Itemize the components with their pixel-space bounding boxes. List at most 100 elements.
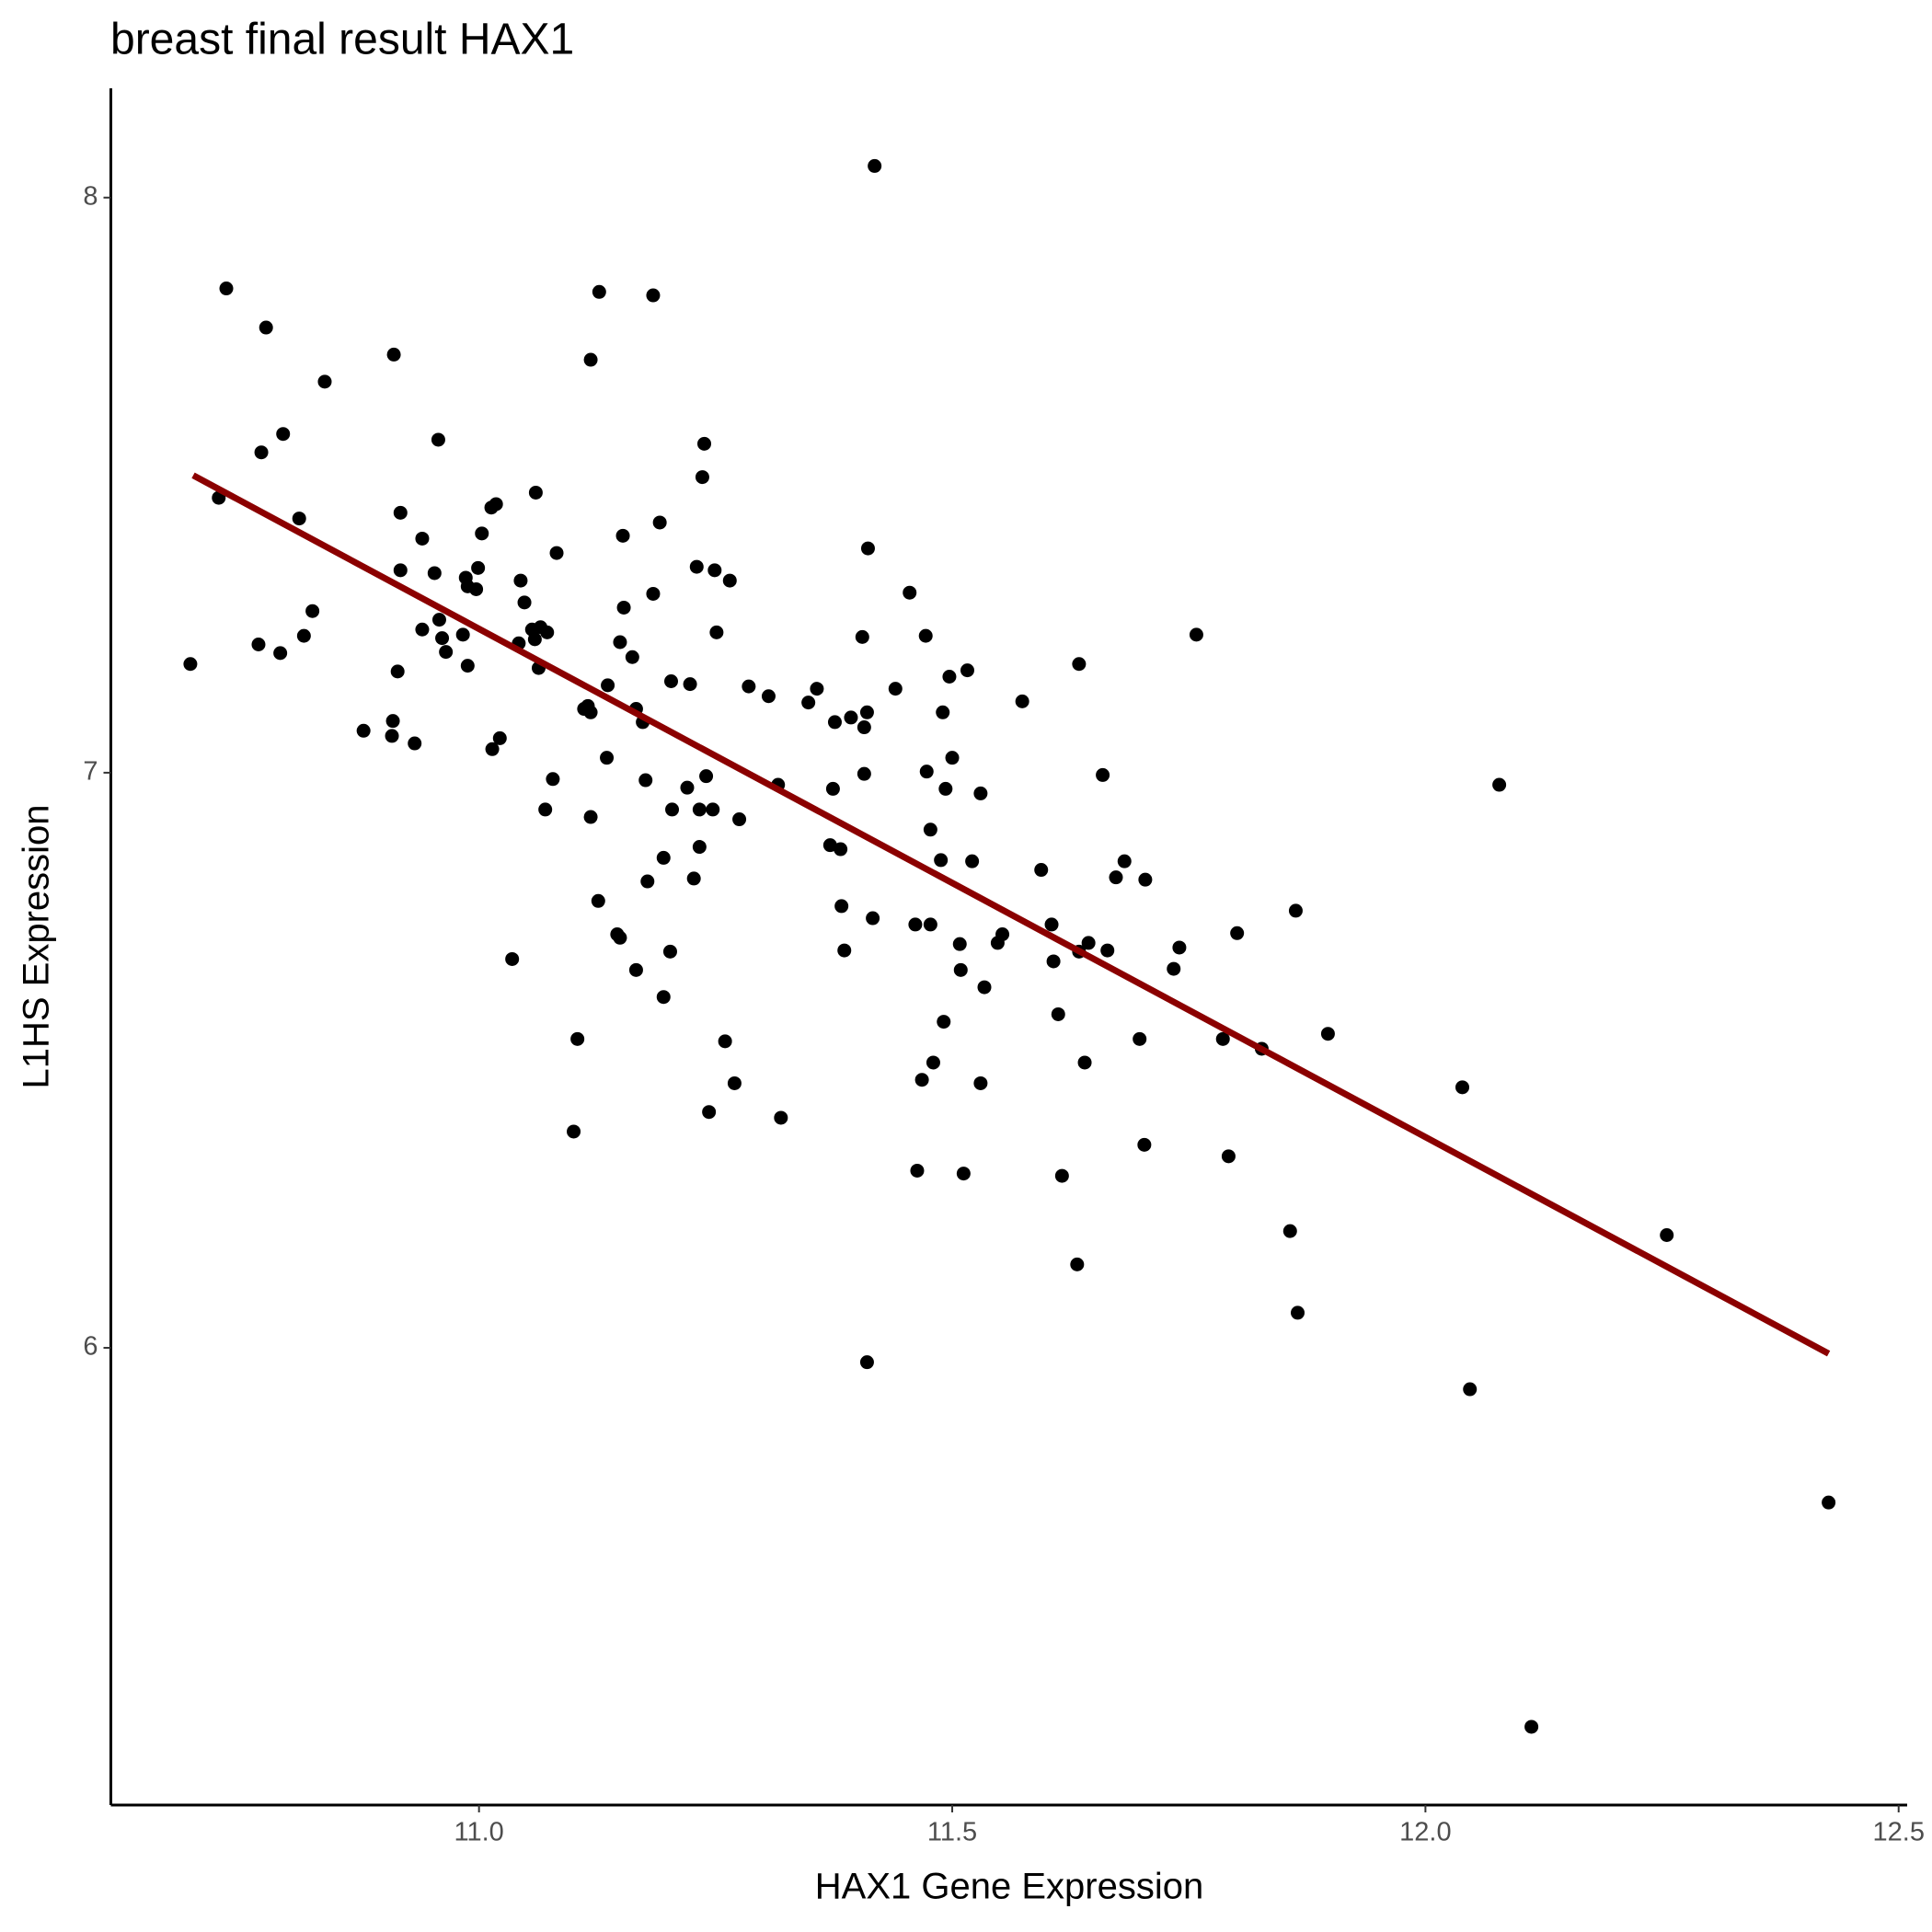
point [259, 320, 273, 335]
point [1822, 1495, 1836, 1510]
x-tick-label: 11.0 [454, 1818, 504, 1847]
point [855, 629, 869, 644]
point [697, 436, 712, 451]
point [801, 696, 816, 710]
point [431, 613, 446, 627]
x-axis-title: HAX1 Gene Expression [815, 1867, 1203, 1907]
point [683, 677, 697, 692]
point [692, 802, 707, 817]
point [680, 780, 695, 795]
point [356, 723, 371, 738]
point [663, 674, 678, 689]
point [408, 736, 422, 751]
point [1096, 767, 1110, 782]
point [427, 566, 442, 581]
point [1524, 1719, 1539, 1734]
point [692, 840, 707, 855]
point [938, 781, 953, 796]
point [183, 657, 198, 672]
point [919, 765, 934, 779]
point [471, 560, 486, 575]
point [827, 715, 842, 730]
point [273, 646, 288, 661]
point [292, 512, 306, 526]
point [640, 874, 655, 889]
point [1288, 903, 1303, 918]
point [439, 645, 454, 660]
point [888, 682, 903, 696]
point [945, 751, 960, 765]
point [601, 678, 615, 693]
chart-title: breast final result HAX1 [110, 16, 574, 64]
point [1072, 657, 1087, 672]
point [1081, 936, 1096, 950]
point [910, 1163, 925, 1178]
point [613, 635, 627, 650]
point [1054, 1168, 1069, 1183]
point [390, 664, 405, 679]
point [918, 628, 933, 643]
point [386, 347, 401, 362]
point [538, 802, 553, 817]
point [1282, 1224, 1297, 1238]
point [549, 546, 564, 560]
point [1215, 1031, 1230, 1046]
point [952, 937, 967, 951]
point [652, 515, 667, 530]
point [926, 1055, 940, 1070]
point [956, 1167, 971, 1181]
point [613, 930, 627, 945]
point [1051, 1006, 1065, 1021]
point [1492, 777, 1507, 792]
point [936, 705, 950, 719]
y-tick-label: 6 [83, 1332, 98, 1362]
point [393, 505, 408, 520]
point [689, 559, 704, 574]
point [385, 714, 400, 729]
point [656, 990, 671, 1005]
point [567, 1124, 581, 1139]
point [859, 705, 874, 719]
point [385, 729, 399, 743]
point [1034, 863, 1049, 878]
point [570, 1031, 585, 1046]
point [583, 705, 598, 719]
y-tick-label: 7 [83, 757, 98, 787]
point [1167, 961, 1181, 976]
point [718, 1034, 732, 1049]
point [254, 445, 269, 460]
point [727, 1075, 742, 1090]
point [393, 563, 408, 578]
point [934, 853, 949, 868]
point [528, 485, 543, 500]
point [923, 917, 937, 932]
point [646, 586, 661, 601]
point [527, 632, 542, 647]
point [860, 541, 875, 556]
point [489, 497, 503, 512]
point [431, 432, 445, 447]
point [834, 899, 849, 914]
point [1015, 694, 1029, 708]
point [953, 962, 968, 977]
point [834, 842, 848, 857]
point [546, 772, 560, 787]
point [600, 751, 615, 765]
point [628, 962, 643, 977]
y-tick-label: 8 [83, 181, 98, 211]
point [1133, 1031, 1147, 1046]
point [699, 769, 714, 784]
point [469, 581, 484, 596]
point [810, 682, 824, 696]
point [646, 288, 661, 303]
point [973, 1075, 988, 1090]
point [513, 573, 528, 588]
point [960, 663, 974, 678]
point [662, 944, 677, 959]
point [1660, 1228, 1674, 1243]
point [616, 600, 631, 615]
point [837, 943, 852, 958]
point [903, 585, 917, 600]
point [475, 526, 489, 541]
